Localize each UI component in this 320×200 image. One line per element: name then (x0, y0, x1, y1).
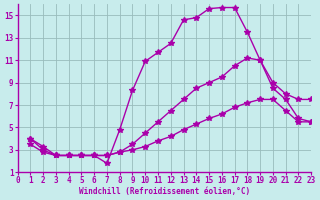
X-axis label: Windchill (Refroidissement éolien,°C): Windchill (Refroidissement éolien,°C) (79, 187, 250, 196)
